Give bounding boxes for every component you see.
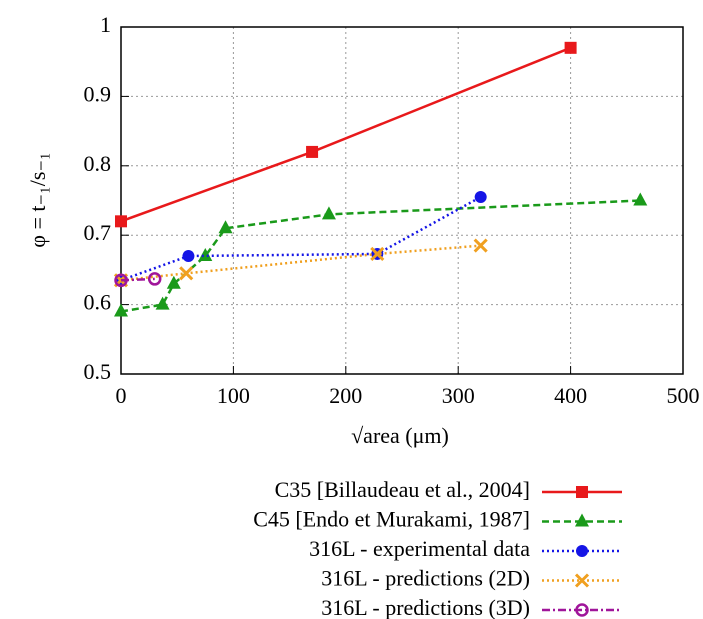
marker (155, 296, 170, 310)
marker (179, 266, 194, 281)
marker (574, 573, 590, 588)
y-tick-label: 0.6 (84, 290, 112, 315)
marker (575, 603, 589, 617)
y-tick-label: 0.9 (84, 81, 112, 106)
marker (370, 246, 385, 261)
y-tick-label: 1 (100, 12, 111, 37)
marker (182, 250, 195, 263)
x-tick-label: 0 (116, 383, 127, 408)
marker (306, 145, 319, 158)
marker (114, 273, 128, 288)
marker (198, 248, 213, 262)
marker (218, 220, 233, 234)
marker (147, 272, 162, 286)
marker (473, 238, 488, 253)
y-axis-label: φ = t₋₁/s₋₁ (25, 152, 50, 247)
marker (321, 206, 336, 220)
marker (115, 215, 127, 228)
x-axis-label: √area (μm) (351, 423, 449, 448)
marker (114, 303, 128, 317)
marker (576, 486, 588, 498)
y-tick-label: 0.7 (84, 220, 112, 245)
y-tick-label: 0.5 (84, 359, 112, 384)
x-tick-label: 300 (442, 383, 475, 408)
legend-label: 316L - predictions (3D) (321, 595, 530, 619)
legend-label: C35 [Billaudeau et al., 2004] (275, 477, 530, 502)
marker (633, 192, 648, 206)
legend-label: 316L - predictions (2D) (321, 566, 530, 591)
legend-label: C45 [Endo et Murakami, 1987] (253, 507, 530, 532)
marker (166, 275, 181, 289)
y-tick-label: 0.8 (84, 151, 112, 176)
series-line (120, 244, 481, 282)
marker (575, 513, 589, 527)
legend-label: 316L - experimental data (309, 536, 530, 561)
x-tick-label: 200 (329, 383, 362, 408)
x-tick-label: 100 (217, 383, 250, 408)
x-tick-label: 400 (554, 383, 587, 408)
marker (576, 545, 588, 557)
marker (564, 41, 577, 54)
x-tick-label: 500 (667, 383, 700, 408)
marker (474, 191, 487, 204)
series-line (120, 195, 482, 282)
plot-frame (120, 26, 684, 375)
